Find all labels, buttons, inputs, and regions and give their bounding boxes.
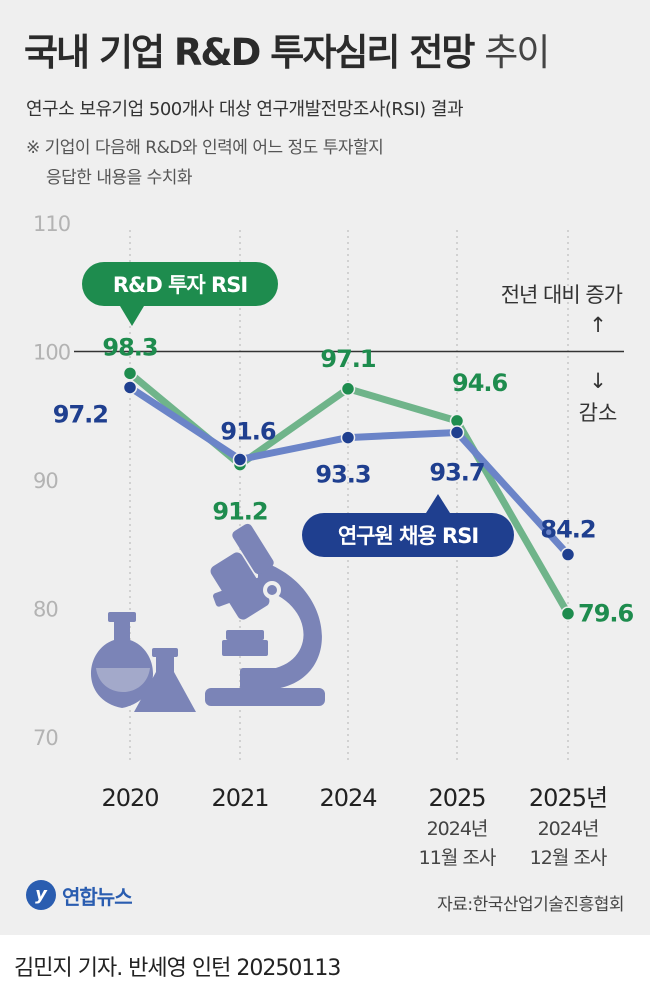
x-tick-label-4: 2025년 <box>529 784 607 812</box>
data-label-0-3: 94.6 <box>452 369 508 397</box>
y-tick-label-90: 90 <box>33 469 58 493</box>
data-label-0-2: 97.1 <box>320 345 376 373</box>
footnote-line-1: ※ 기업이 다음해 R&D와 인력에 어느 정도 투자할지 <box>26 138 384 158</box>
legend-pointer-1 <box>426 494 450 513</box>
credit-line: 김민지 기자. 반세영 인턴 20250113 <box>14 956 341 981</box>
point-1-1 <box>232 452 248 467</box>
data-label-1-0: 97.2 <box>53 400 108 428</box>
legend-label-0: R&D 투자 RSI <box>113 273 247 297</box>
yonhap-logo: y 연합뉴스 <box>26 880 133 910</box>
data-label-0-1: 91.2 <box>212 498 267 526</box>
series-line-0 <box>126 369 572 618</box>
data-label-1-2: 93.3 <box>315 461 370 489</box>
y-tick-label-100: 100 <box>33 341 70 365</box>
footnote: ※ 기업이 다음해 R&D와 인력에 어느 정도 투자할지 응답한 내용을 수치… <box>26 133 384 193</box>
logo-text: 연합뉴스 <box>62 884 133 909</box>
infographic-card: 국내 기업 R&D 투자심리 전망 추이 연구소 보유기업 500개사 대상 연… <box>0 0 650 935</box>
x-tick-label-1: 2021 <box>211 784 268 812</box>
point-0-4 <box>560 606 576 621</box>
point-1-4 <box>560 547 576 562</box>
logo-mark-icon: y <box>26 880 56 910</box>
decrease-label: 감소 <box>579 401 618 425</box>
legend-pill-0 <box>82 262 278 306</box>
data-label-1-4: 84.2 <box>540 516 595 544</box>
point-1-2 <box>340 430 356 445</box>
y-tick-label-110: 110 <box>33 212 70 236</box>
x-tick-label-2: 2024 <box>319 784 376 812</box>
point-1-3 <box>449 425 465 440</box>
decrease-arrow-icon: ↓ <box>589 369 607 393</box>
point-0-0 <box>122 366 138 381</box>
x-sublabel-3-1: 11월 조사 <box>419 847 496 869</box>
x-tick-label-3: 2025 <box>428 784 485 812</box>
y-tick-label-70: 70 <box>33 726 58 750</box>
footnote-line-2: 응답한 내용을 수치화 <box>46 168 193 188</box>
data-label-1-3: 93.7 <box>429 458 484 486</box>
legend-pill-1 <box>302 513 514 557</box>
data-label-0-4: 79.6 <box>578 600 634 628</box>
x-sublabel-4-0: 2024년 <box>538 818 599 840</box>
data-source: 자료:한국산업기술진흥협회 <box>437 895 624 915</box>
subtitle: 연구소 보유기업 500개사 대상 연구개발전망조사(RSI) 결과 <box>26 99 464 120</box>
legend-label-1: 연구원 채용 RSI <box>338 524 478 548</box>
y-tick-label-80: 80 <box>33 598 58 622</box>
point-1-0 <box>122 380 138 395</box>
increase-arrow-icon: ↑ <box>589 313 607 337</box>
x-sublabel-3-0: 2024년 <box>427 818 488 840</box>
data-label-0-0: 98.3 <box>102 333 157 361</box>
lab-illustration <box>90 523 325 712</box>
data-label-1-1: 91.6 <box>220 417 276 445</box>
legend-pointer-0 <box>120 306 144 326</box>
x-tick-label-0: 2020 <box>101 784 158 812</box>
increase-label: 전년 대비 증가 <box>501 283 623 307</box>
page-title: 국내 기업 R&D 투자심리 전망 추이 <box>24 31 550 74</box>
microscope-icon <box>205 523 325 706</box>
flask-icon <box>90 612 196 712</box>
x-sublabel-4-1: 12월 조사 <box>530 847 607 869</box>
point-0-2 <box>340 381 356 397</box>
